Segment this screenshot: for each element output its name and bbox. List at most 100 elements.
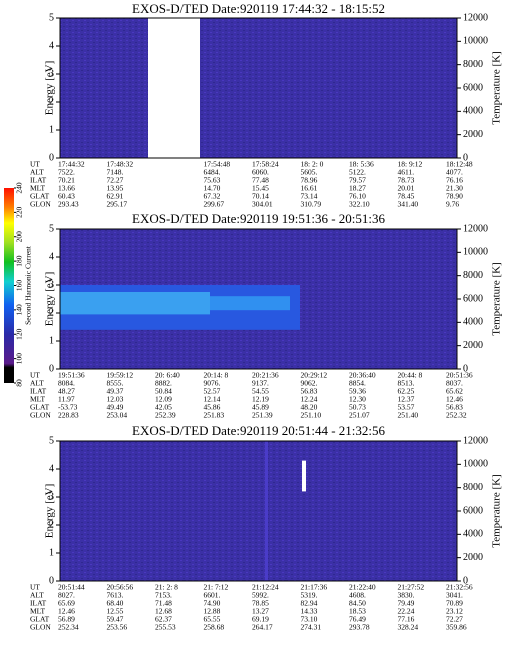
ephemeris-value: 56.83 [301, 387, 318, 396]
ephemeris-value: 59.36 [349, 387, 366, 396]
ephemeris-value: 13.27 [252, 607, 269, 616]
ephemeris-value: 9076. [204, 379, 221, 388]
ephemeris-value: 60.43 [58, 192, 75, 201]
ephemeris-label: ILAT [30, 387, 47, 396]
ephemeris-label: ILAT [30, 176, 47, 185]
ephemeris-value: 17:58:24 [252, 160, 279, 169]
ephemeris-value: 76.49 [349, 615, 366, 624]
y2-tick-label: 6000 [463, 82, 483, 93]
ephemeris-value: 19:59:12 [107, 371, 134, 380]
y-tick-label: 5 [49, 435, 54, 446]
ephemeris-value: 3830. [398, 591, 415, 600]
ephemeris-value: 78.45 [398, 192, 415, 201]
ephemeris-value: 75.63 [204, 176, 221, 185]
y-tick-label: 5 [49, 223, 54, 234]
ephemeris-value: 9.76 [446, 200, 459, 209]
ephemeris-value: 12.37 [398, 395, 415, 404]
ephemeris-value: 12.55 [107, 607, 124, 616]
ephemeris-value: 20:29:12 [301, 371, 328, 380]
ephemeris-value: 8037. [446, 379, 463, 388]
ephemeris-value: 52.57 [204, 387, 221, 396]
y2-tick-label: 2000 [463, 340, 483, 351]
y2-tick-label: 4000 [463, 317, 483, 328]
ephemeris-value: 12.19 [252, 395, 269, 404]
ephemeris-value: 65.62 [446, 387, 463, 396]
ephemeris-value: 72.27 [107, 176, 124, 185]
ephemeris-value: 50.84 [155, 387, 172, 396]
ephemeris-value: 21:12:24 [252, 583, 279, 592]
y-tick-label: 1 [49, 547, 54, 558]
y2-tick-label: 12000 [463, 435, 488, 446]
ephemeris-value: 70.14 [252, 192, 269, 201]
y-tick-label: 2 [49, 519, 54, 530]
ephemeris-value: 3041. [446, 591, 463, 600]
y-tick-label: 4 [49, 251, 54, 262]
ephemeris-label: UT [30, 583, 40, 592]
ephemeris-value: 252.34 [58, 623, 79, 632]
y-tick-label: 4 [49, 463, 54, 474]
y2-tick-label: 6000 [463, 293, 483, 304]
ephemeris-value: 72.27 [446, 615, 463, 624]
ephemeris-value: 12.88 [204, 607, 221, 616]
ephemeris-value: 14.33 [301, 607, 318, 616]
ephemeris-value: 258.68 [204, 623, 225, 632]
y2-tick-label: 8000 [463, 59, 483, 70]
ephemeris-value: 18: 9:12 [398, 160, 423, 169]
ephemeris-value: 45.86 [204, 403, 221, 412]
y2-tick-label: 6000 [463, 505, 483, 516]
ephemeris-value: 253.04 [107, 411, 128, 420]
ephemeris-value: 73.10 [301, 615, 318, 624]
y-tick-label: 3 [49, 68, 54, 79]
colorbar-tick-label: 120 [15, 328, 24, 340]
y2-tick-label: 12000 [463, 12, 488, 23]
ephemeris-value: 274.31 [301, 623, 322, 632]
ephemeris-value: 21:32:56 [446, 583, 473, 592]
ephemeris-value: 48.20 [301, 403, 318, 412]
ephemeris-value: 18: 2: 0 [301, 160, 324, 169]
ephemeris-value: 79.57 [349, 176, 366, 185]
ephemeris-value: 6601. [204, 591, 221, 600]
ion-band-core [210, 296, 290, 311]
colorbar-label: Second Harmonic Current [24, 245, 33, 325]
y2-tick-label: 0 [463, 575, 468, 586]
y-tick-label: 0 [49, 152, 54, 163]
ephemeris-value: 17:48:32 [107, 160, 134, 169]
y-axis-label: Energy [eV] [44, 272, 56, 326]
ephemeris-value: 5605. [301, 168, 318, 177]
ephemeris-value: 21:27:52 [398, 583, 425, 592]
ephemeris-value: 359.86 [446, 623, 467, 632]
ephemeris-value: 7613. [107, 591, 124, 600]
y-axis-label: Energy [eV] [44, 61, 56, 115]
y2-tick-label: 10000 [463, 36, 488, 47]
ephemeris-value: 45.89 [252, 403, 269, 412]
spectrogram-background [60, 18, 457, 158]
y-tick-label: 1 [49, 124, 54, 135]
ephemeris-value: 20:36:40 [349, 371, 376, 380]
ephemeris-value: 78.96 [301, 176, 318, 185]
ephemeris-value: 70.89 [446, 599, 463, 608]
ephemeris-value: 9137. [252, 379, 269, 388]
ephemeris-value: 21:22:40 [349, 583, 376, 592]
ephemeris-value: 341.40 [398, 200, 419, 209]
colorbar [4, 188, 14, 383]
ephemeris-label: GLON [30, 411, 51, 420]
ephemeris-value: 299.67 [204, 200, 225, 209]
ephemeris-value: 304.01 [252, 200, 273, 209]
ephemeris-value: 21: 2: 8 [155, 583, 178, 592]
ephemeris-value: 12.30 [349, 395, 366, 404]
y2-tick-label: 0 [463, 152, 468, 163]
ephemeris-value: 295.17 [107, 200, 128, 209]
ephemeris-value: 18.27 [349, 184, 366, 193]
y2-axis-label: Temperature [K] [491, 262, 503, 335]
ephemeris-value: 82.94 [301, 599, 318, 608]
ephemeris-value: 20:14: 8 [204, 371, 229, 380]
ephemeris-value: 74.90 [204, 599, 221, 608]
ephemeris-value: 84.50 [349, 599, 366, 608]
y2-axis-label: Temperature [K] [491, 51, 503, 124]
y-tick-label: 5 [49, 12, 54, 23]
ephemeris-value: 328.24 [398, 623, 419, 632]
y-axis-label: Energy [eV] [44, 484, 56, 538]
ephemeris-value: 251.40 [398, 411, 419, 420]
colorbar-tick-label: 200 [15, 231, 24, 243]
